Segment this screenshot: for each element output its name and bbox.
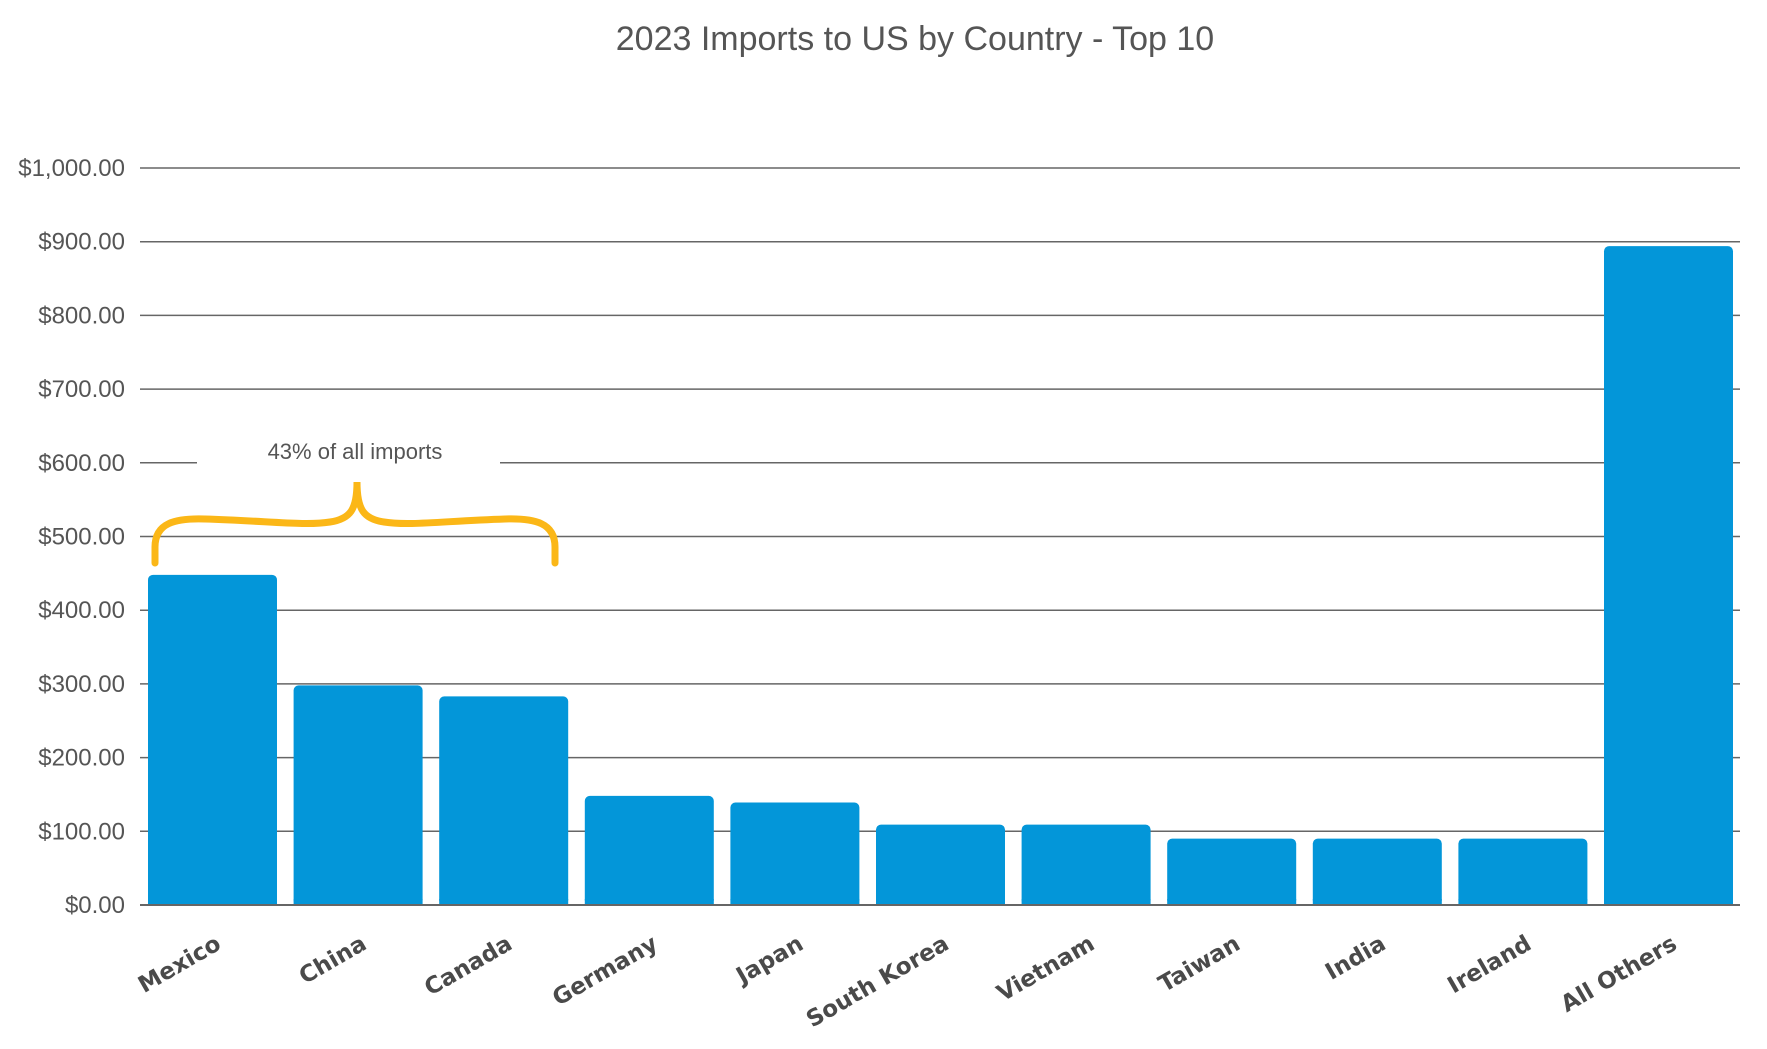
bar [730,802,860,905]
x-tick-label: All Others [1557,931,1682,1018]
bar [584,795,714,905]
x-tick-label: Japan [730,931,807,991]
bar-base [148,899,277,905]
x-tick-label: Ireland [1443,931,1535,999]
chart-title: 2023 Imports to US by Country - Top 10 [616,20,1214,58]
x-tick-label: Taiwan [1154,931,1244,998]
x-tick-label: South Korea [802,931,953,1033]
y-axis-tick-labels: $0.00 $100.00 $200.00 $300.00 $400.00 $500.00… [18,155,125,919]
bar-base [584,899,714,905]
bar [876,824,1005,905]
y-tick-label: $200.00 [38,745,125,772]
bars [140,246,1740,906]
y-tick-label: $600.00 [38,450,125,477]
bar-base [1458,899,1588,905]
bar [293,685,423,905]
bar-base [1604,899,1733,905]
annotation-text: 43% of all imports [268,439,443,464]
y-tick-label: $500.00 [38,524,125,551]
y-tick-label: $1,000.00 [18,155,125,182]
bar [148,574,277,905]
y-tick-label: $0.00 [65,892,125,919]
bar-base [439,899,569,905]
bar-base [876,899,1005,905]
x-tick-label: India [1321,931,1390,986]
x-tick-label: Germany [548,931,662,1012]
bar [439,696,569,905]
x-tick-label: Canada [420,931,516,1002]
bar-base [730,899,860,905]
y-tick-label: $800.00 [38,302,125,329]
y-tick-label: $900.00 [38,229,125,256]
y-tick-label: $400.00 [38,597,125,624]
x-tick-label: China [295,931,371,990]
y-tick-label: $700.00 [38,376,125,403]
annotation: 43% of all imports [151,430,559,567]
bar [1458,838,1588,905]
bar-base [293,899,423,905]
bar-base [1021,899,1151,905]
y-tick-label: $300.00 [38,671,125,698]
bar-base [1167,899,1297,905]
bar [1312,838,1442,905]
annotation-backing [197,430,500,474]
bar [1021,824,1151,905]
x-tick-label: Mexico [134,931,226,999]
bar-base [1312,899,1442,905]
annotation-brace [151,481,559,567]
bar [1167,838,1297,905]
y-tick-label: $100.00 [38,818,125,845]
bar [1604,246,1733,905]
x-tick-label: Vietnam [993,931,1099,1007]
